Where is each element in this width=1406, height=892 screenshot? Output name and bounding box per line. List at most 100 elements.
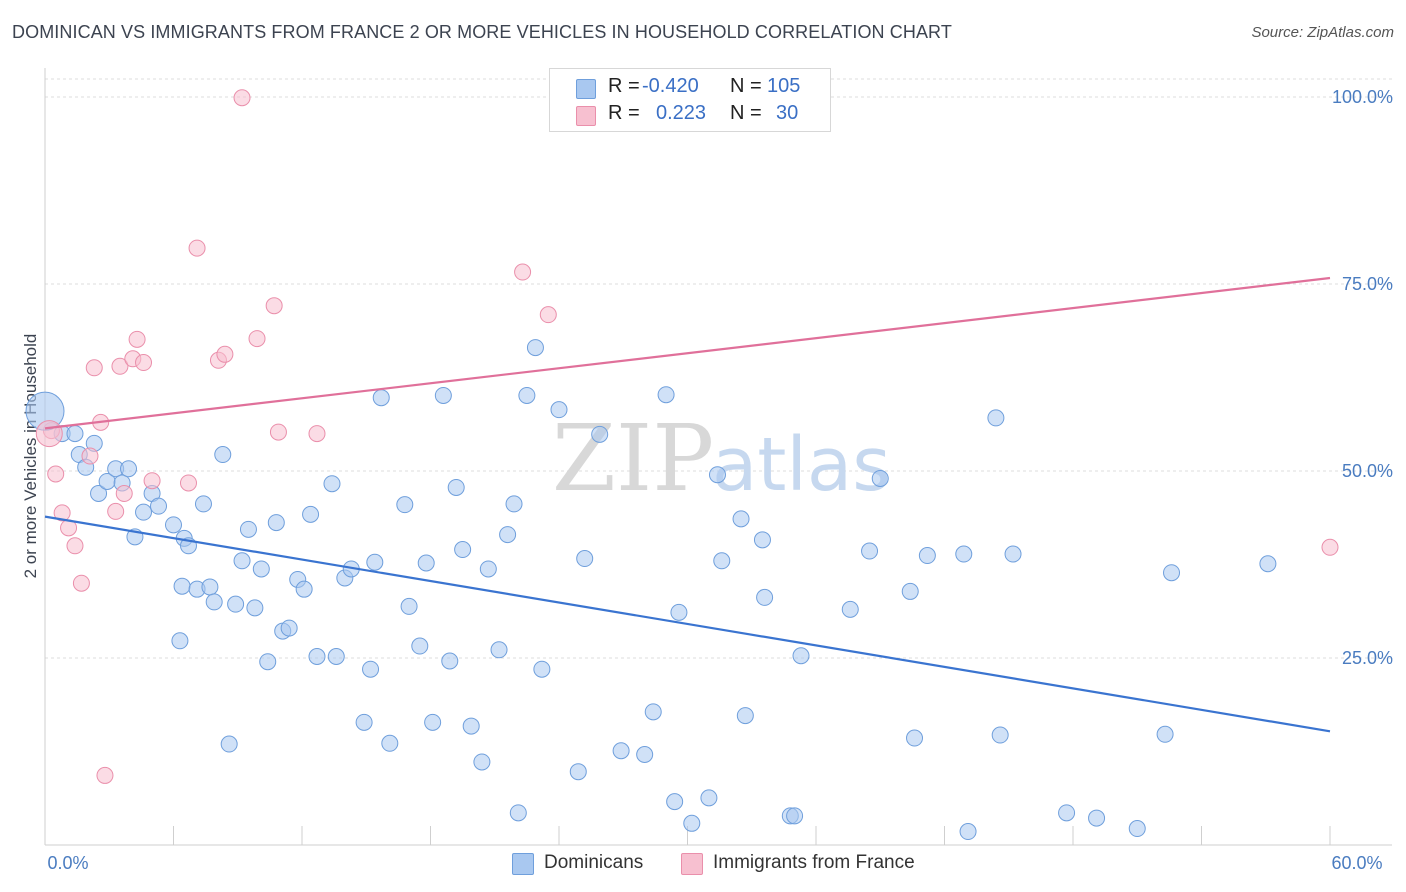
dominicans-point [135, 503, 153, 521]
france-point [233, 89, 251, 107]
legend-n-value-blue: 105 [767, 75, 801, 97]
legend-n-value-pink: 30 [776, 102, 799, 124]
dominicans-point [1058, 804, 1076, 822]
dominicans-point [366, 553, 384, 571]
dominicans-point [526, 339, 544, 357]
dominicans-point [233, 552, 251, 570]
legend-r-label: R = [608, 75, 640, 97]
watermark-zip: ZIP [552, 405, 714, 512]
france-point [96, 766, 114, 784]
dominicans-point [165, 516, 182, 534]
chart-title: DOMINICAN VS IMMIGRANTS FROM FRANCE 2 OR… [12, 22, 952, 42]
france-point [66, 537, 84, 555]
dominicans-point [434, 386, 452, 404]
legend-r-value-pink: 0.223 [656, 102, 707, 124]
dominicans-point [657, 386, 675, 404]
dominicans-point [171, 632, 189, 650]
dominicans-point [252, 560, 270, 578]
watermark-atlas: atlas [712, 422, 891, 508]
france-point [85, 359, 103, 377]
dominicans-point [505, 495, 523, 513]
dominicans-point [302, 505, 320, 523]
dominicans-point [462, 717, 480, 735]
trend-lines [44, 276, 1331, 733]
dominicans-point [173, 577, 191, 595]
dominicans-point [670, 603, 688, 621]
dominicans-point [841, 600, 859, 618]
legend-r-label: R = [608, 102, 640, 124]
gridlines [45, 78, 1392, 659]
legend-n-label: N = [730, 75, 762, 97]
dominicans-point [454, 541, 472, 559]
dominicans-point [479, 560, 497, 578]
france-point [188, 239, 206, 257]
dominicans-point [490, 641, 508, 659]
dominicans-point [736, 707, 754, 725]
france-point [143, 472, 161, 490]
dominicans-point [499, 526, 517, 544]
dominicans-point [447, 478, 465, 496]
dominicans-point [473, 753, 491, 771]
source-label: Source: ZipAtlas.com [1251, 24, 1394, 41]
axes [44, 68, 1392, 846]
dominicans-point [792, 647, 810, 665]
france-point [128, 330, 146, 348]
france-point [265, 297, 283, 315]
dominicans-point [372, 389, 390, 407]
dominicans-point [901, 582, 919, 600]
dominicans-point [700, 789, 718, 807]
dominicans-point [411, 637, 429, 655]
dominicans-point [576, 550, 594, 568]
dominicans-point [66, 425, 84, 443]
dominicans-point [959, 823, 977, 841]
dominicans-point [861, 542, 879, 560]
dominicans-point [150, 497, 168, 515]
france-point [248, 330, 266, 348]
dominicans-point [280, 619, 298, 637]
france-point [1321, 538, 1339, 556]
dominicans-point [1163, 564, 1181, 582]
dominicans-point [214, 446, 232, 464]
dominicans-point [1088, 809, 1106, 827]
y-tick-labels: 25.0% 50.0% 75.0% 100.0% [1332, 87, 1393, 668]
dominicans-point [194, 495, 212, 513]
dominicans-point [323, 475, 341, 493]
dominicans-point [267, 514, 285, 532]
dominicans-point [362, 660, 380, 678]
dominicans-point [201, 578, 219, 596]
dominicans-point [355, 713, 373, 731]
dominicans-point [295, 580, 313, 598]
dominicans-point [120, 460, 138, 478]
france-point [179, 474, 197, 492]
dominicans-point [441, 652, 459, 670]
dominicans-point [90, 484, 108, 502]
france-point [135, 354, 153, 372]
dominicans-point [644, 703, 662, 721]
dominicans-point [239, 520, 257, 538]
dominicans-point [396, 496, 414, 514]
france-point [269, 423, 287, 441]
dominicans-point [205, 593, 223, 611]
dominicans-point [518, 386, 536, 404]
legend-label-france: Immigrants from France [713, 852, 915, 873]
dominicans-point [509, 804, 527, 822]
dominicans-trend-line [44, 515, 1331, 733]
dominicans-point [991, 726, 1009, 744]
dominicans-point [308, 648, 326, 666]
france-point [47, 465, 65, 483]
france-point [107, 502, 125, 520]
dominicans-point [683, 814, 701, 832]
dominicans-point [713, 552, 731, 570]
dominicans-point [708, 466, 726, 484]
y-axis-label: 2 or more Vehicles in Household [21, 334, 40, 579]
france-point [308, 425, 326, 443]
data-points [25, 88, 1339, 841]
legend-label-dominicans: Dominicans [544, 852, 644, 873]
legend-swatch-france [681, 853, 703, 875]
x-tick-max: 60.0% [1331, 853, 1382, 873]
dominicans-point [786, 807, 804, 825]
france-point-large [35, 420, 63, 448]
dominicans-point [753, 531, 771, 549]
dominicans-point [955, 545, 973, 563]
